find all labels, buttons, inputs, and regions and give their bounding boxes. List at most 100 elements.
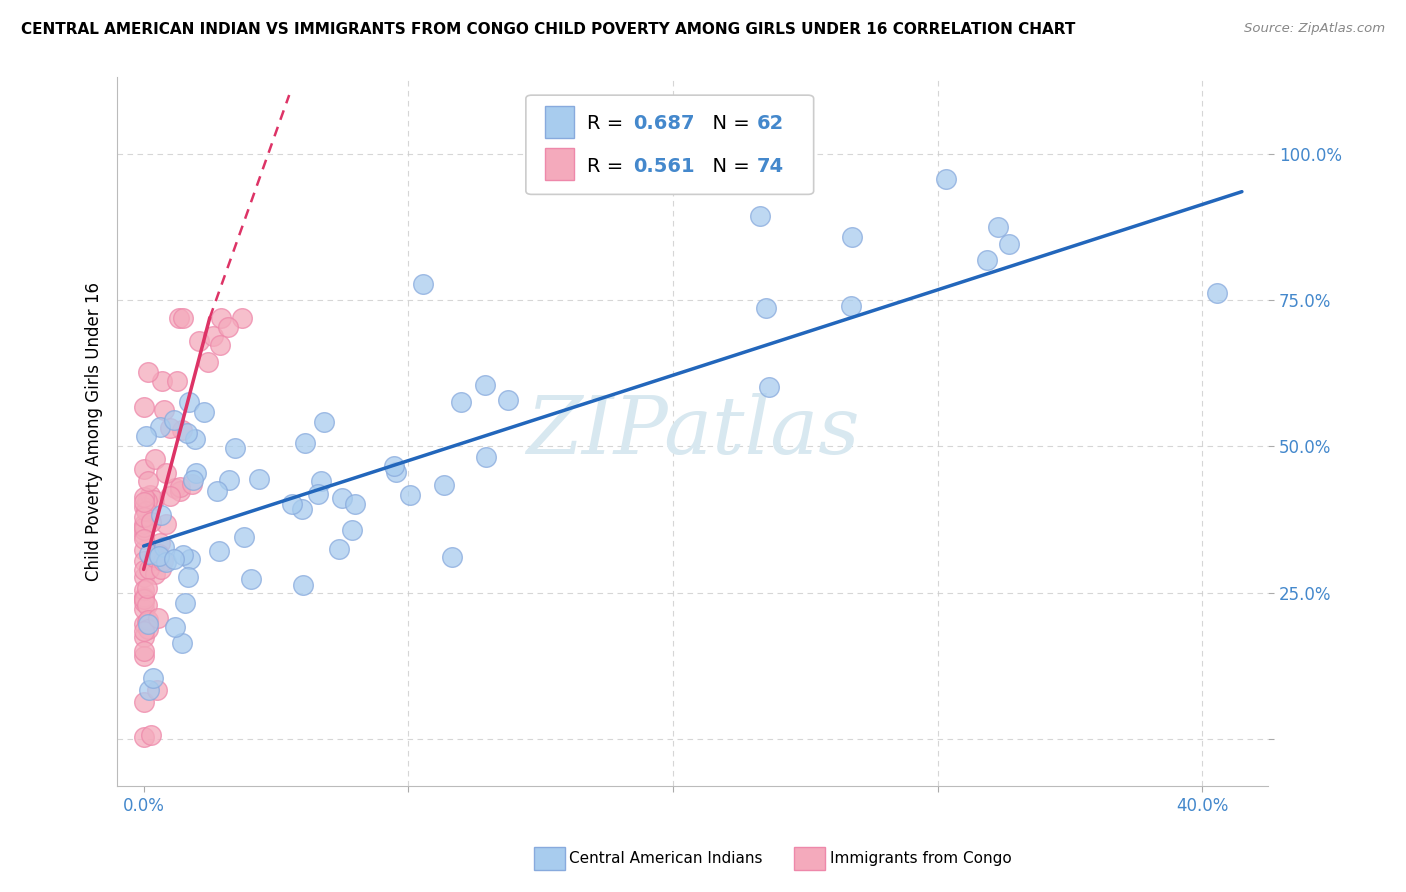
Point — [138, 548, 160, 562]
Text: R =: R = — [586, 156, 630, 176]
Point — [132, 400, 155, 414]
Point — [132, 630, 155, 644]
Point — [153, 403, 176, 417]
Point — [142, 671, 165, 685]
Point — [165, 481, 187, 495]
Point — [132, 602, 155, 616]
Point — [186, 466, 208, 480]
Text: 74: 74 — [758, 156, 785, 176]
Point — [134, 520, 156, 534]
Point — [169, 483, 191, 498]
Text: Source: ZipAtlas.com: Source: ZipAtlas.com — [1244, 22, 1385, 36]
Point — [135, 428, 157, 442]
Point — [839, 299, 862, 313]
Point — [475, 450, 498, 465]
Point — [148, 549, 170, 563]
Point — [132, 648, 155, 663]
Point — [155, 516, 177, 531]
Point — [1206, 286, 1229, 301]
Point — [179, 394, 201, 409]
Point — [209, 338, 232, 352]
Point — [132, 462, 155, 476]
Point — [152, 554, 174, 568]
Point — [280, 497, 302, 511]
Point — [132, 517, 155, 532]
Text: CENTRAL AMERICAN INDIAN VS IMMIGRANTS FROM CONGO CHILD POVERTY AMONG GIRLS UNDER: CENTRAL AMERICAN INDIAN VS IMMIGRANTS FR… — [21, 22, 1076, 37]
Point — [155, 466, 177, 480]
Text: 62: 62 — [758, 114, 785, 133]
Point — [134, 510, 156, 524]
Point — [170, 636, 193, 650]
Point — [170, 423, 193, 437]
Text: N =: N = — [700, 114, 755, 133]
Point — [224, 442, 246, 456]
Point — [139, 728, 162, 742]
Point — [136, 622, 159, 636]
Point — [150, 374, 173, 388]
Point — [398, 488, 420, 502]
Point — [309, 474, 332, 488]
Point — [385, 465, 408, 479]
Point — [312, 415, 335, 429]
Point — [188, 334, 211, 349]
Point — [132, 532, 155, 546]
Point — [138, 613, 160, 627]
Point — [134, 495, 156, 509]
Point — [132, 523, 155, 537]
Point — [382, 459, 405, 474]
Point — [440, 549, 463, 564]
Point — [247, 472, 270, 486]
Point — [135, 581, 157, 595]
Point — [132, 617, 155, 632]
Point — [132, 591, 155, 606]
Point — [135, 504, 157, 518]
Point — [132, 500, 155, 514]
Point — [132, 527, 155, 541]
Point — [343, 497, 366, 511]
Point — [218, 474, 240, 488]
Point — [148, 420, 170, 434]
Point — [148, 535, 170, 549]
Point — [328, 541, 350, 556]
Point — [291, 577, 314, 591]
Point — [987, 220, 1010, 235]
Point — [132, 543, 155, 558]
Text: ZIPatlas: ZIPatlas — [526, 393, 859, 471]
Point — [748, 210, 770, 224]
Point — [240, 572, 263, 586]
Point — [132, 730, 155, 744]
Text: R =: R = — [586, 114, 630, 133]
Point — [197, 355, 219, 369]
Point — [166, 374, 188, 388]
Point — [159, 489, 181, 503]
Point — [132, 563, 155, 577]
Point — [141, 516, 163, 530]
FancyBboxPatch shape — [546, 106, 574, 137]
Point — [155, 555, 177, 569]
Point — [146, 553, 169, 567]
Point — [172, 310, 194, 325]
Point — [148, 611, 170, 625]
Point — [330, 491, 353, 506]
Point — [143, 567, 166, 582]
Point — [433, 478, 456, 492]
Point — [132, 591, 155, 605]
Point — [143, 549, 166, 564]
Point — [177, 569, 200, 583]
Point — [208, 544, 231, 558]
Point — [291, 502, 314, 516]
Point — [132, 624, 155, 639]
Point — [217, 319, 239, 334]
Point — [841, 230, 863, 244]
Point — [165, 620, 187, 634]
Text: 0.687: 0.687 — [633, 114, 695, 133]
Point — [193, 405, 215, 419]
Point — [474, 378, 496, 392]
Point — [146, 683, 169, 698]
Point — [132, 643, 155, 657]
Text: Central American Indians: Central American Indians — [569, 851, 763, 865]
Point — [142, 493, 165, 508]
Point — [450, 394, 472, 409]
Point — [998, 236, 1021, 251]
FancyBboxPatch shape — [526, 95, 814, 194]
